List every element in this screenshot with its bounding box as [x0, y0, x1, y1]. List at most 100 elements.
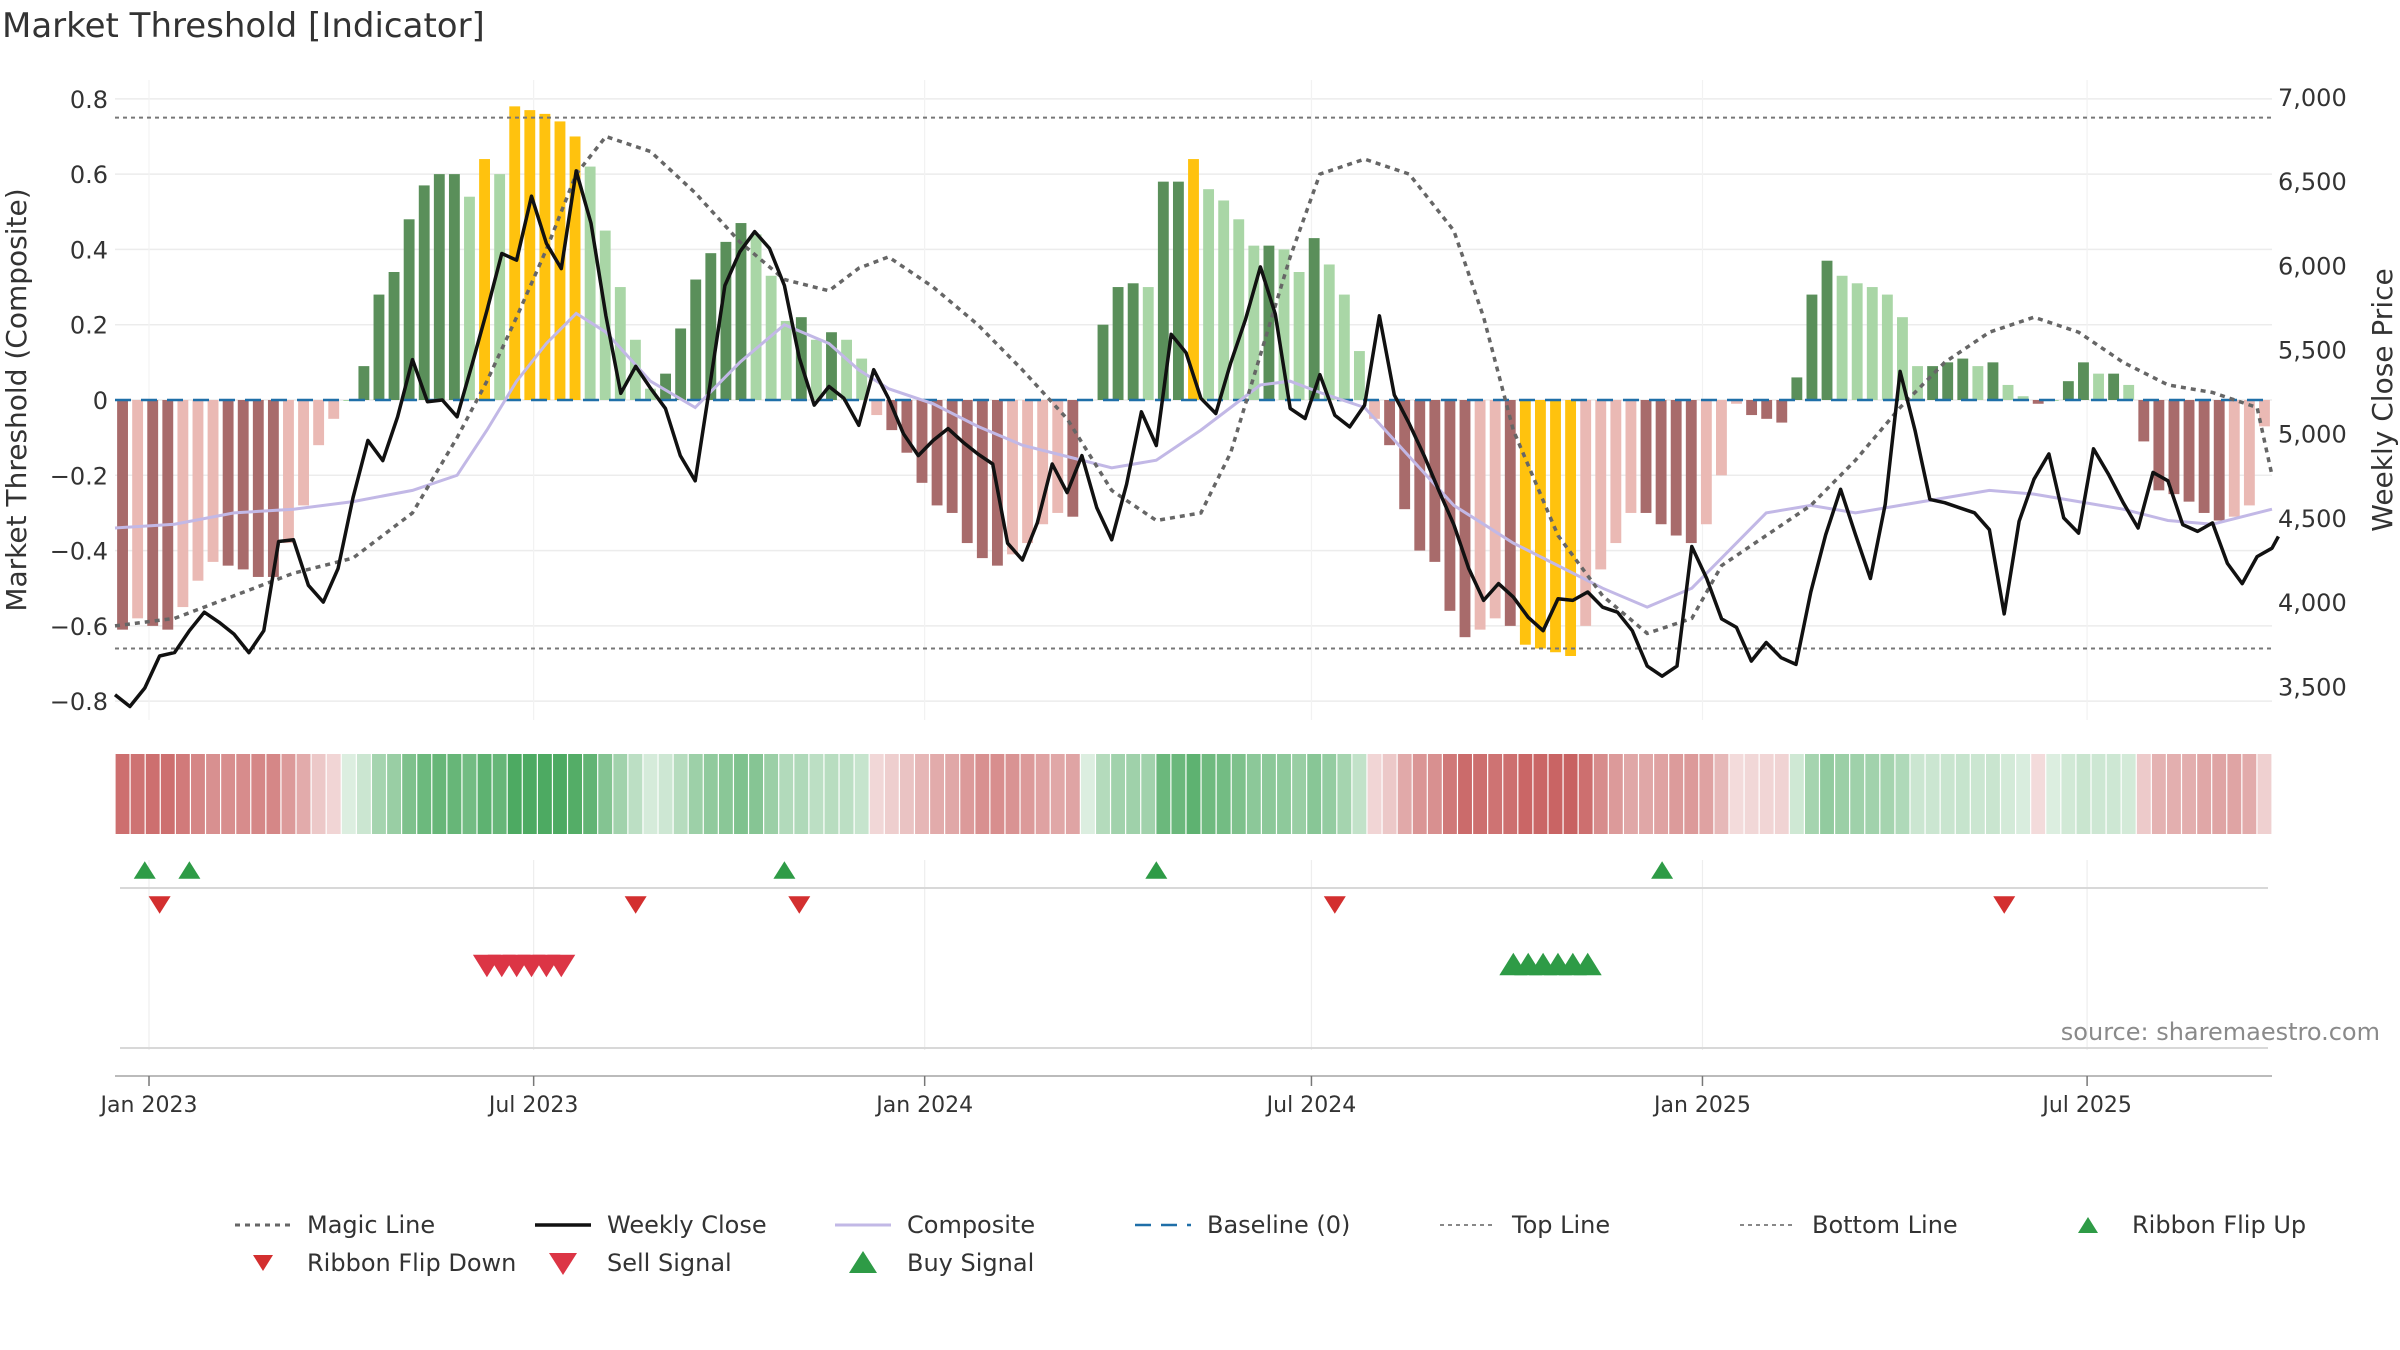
composite-bar [117, 400, 128, 630]
legend-label: Bottom Line [1812, 1211, 1958, 1239]
ribbon-cell [341, 754, 356, 834]
composite-bar [1791, 377, 1803, 400]
composite-bar [1414, 400, 1426, 551]
composite-bar [916, 400, 928, 483]
composite-bar [1248, 245, 1260, 400]
ribbon-cell [1955, 754, 1970, 834]
legend-label: Magic Line [307, 1211, 435, 1239]
legend-swatch-buy [849, 1251, 877, 1273]
composite-bar [524, 110, 536, 400]
x-tick-label: Jul 2023 [487, 1093, 579, 1118]
ribbon-cell [854, 754, 869, 834]
ribbon-cell [2197, 754, 2212, 834]
lines-layer [113, 116, 2280, 709]
ribbon-cell [1035, 754, 1050, 834]
x-tick-label: Jan 2025 [1652, 1093, 1751, 1118]
legend-item: Ribbon Flip Down [253, 1249, 516, 1277]
composite-bar [871, 400, 883, 416]
composite-bar [1595, 400, 1607, 570]
composite-bar [283, 400, 294, 544]
composite-bar [1731, 400, 1742, 404]
composite-bar [1700, 400, 1712, 525]
ribbon-cell [613, 754, 628, 834]
ribbon-flip-down-marker [1323, 896, 1346, 914]
ribbon-cell [402, 754, 417, 834]
ribbon-flip-up-marker [178, 861, 201, 879]
composite-bar [901, 400, 913, 453]
ribbon-cell [1382, 754, 1397, 834]
ribbon-cell [1080, 754, 1095, 834]
composite-bar [1881, 294, 1893, 400]
chart-title: Market Threshold [Indicator] [2, 6, 485, 46]
ribbon-cell [1835, 754, 1850, 834]
composite-bar [403, 219, 415, 400]
ribbon-cell [296, 754, 311, 834]
ribbon-cell [734, 754, 748, 834]
ribbon-cell [553, 754, 567, 834]
composite-bar [2138, 400, 2150, 442]
ribbon-cell [387, 754, 401, 834]
ribbon-cell [1774, 754, 1789, 834]
composite-bar [1353, 351, 1365, 400]
composite-bar [1233, 219, 1245, 400]
ribbon-cell [1111, 754, 1126, 834]
ribbon-cell [2121, 754, 2136, 834]
composite-bar [207, 400, 219, 562]
y-tick-label-left: 0.8 [70, 86, 108, 114]
composite-bar [2228, 400, 2240, 517]
ribbon-cell [794, 754, 809, 834]
ribbon-cell [718, 754, 733, 834]
composite-bar [1851, 283, 1863, 400]
composite-bar [494, 174, 506, 400]
ribbon-cell [537, 754, 552, 834]
ribbon-cell [960, 754, 975, 834]
composite-bar [705, 253, 717, 400]
composite-bar [267, 400, 279, 577]
ribbon-cell [915, 754, 929, 834]
ribbon-cell [1352, 754, 1367, 834]
ribbon-cell [1337, 754, 1352, 834]
composite-bar [1625, 400, 1637, 513]
ribbon-cell [975, 754, 990, 834]
composite-bar [1716, 400, 1727, 476]
composite-bar [2002, 384, 2014, 400]
composite-bar [614, 287, 626, 400]
composite-bar [358, 366, 370, 400]
ribbon-cell [2167, 754, 2181, 834]
ribbon-cell [1126, 754, 1141, 834]
ribbon-cell [417, 754, 432, 834]
x-tick-label: Jan 2023 [99, 1093, 198, 1118]
legend-item: Top Line [1440, 1211, 1610, 1239]
axes-layer: 0.8 0.6 0.4 0.2 0 −0.2 −0.4 −0.6 −0.8 7,000 6,500 6… [50, 84, 2347, 716]
composite-bar [2093, 373, 2104, 400]
ribbon-cell [2046, 754, 2061, 834]
composite-bar [2153, 400, 2165, 491]
y-tick-label-right: 5,500 [2278, 336, 2347, 364]
ribbon-cell [1412, 754, 1427, 834]
composite-bar [1534, 400, 1546, 649]
ribbon-cell [1880, 754, 1895, 834]
composite-bar [2062, 381, 2074, 400]
composite-bar [343, 400, 355, 401]
ribbon-cell [1065, 754, 1080, 834]
bars-layer [117, 106, 2270, 656]
y-tick-label-left: 0 [93, 387, 108, 415]
legend-label: Weekly Close [607, 1211, 767, 1239]
y-tick-label-right: 4,500 [2278, 505, 2347, 533]
composite-bar [418, 185, 430, 400]
composite-bar [1655, 400, 1667, 525]
composite-bar [1776, 400, 1788, 423]
composite-bar [675, 328, 687, 400]
ribbon-flip-up-marker [133, 861, 156, 879]
buy-signal-marker [1573, 952, 1602, 976]
ribbon-cell [2106, 754, 2121, 834]
ribbon-cell [1458, 754, 1472, 834]
ribbon-flip-up-marker [1651, 861, 1674, 879]
ribbon-cell [1940, 754, 1955, 834]
composite-bar [1142, 287, 1154, 400]
composite-bar [1640, 400, 1652, 513]
composite-bar [2123, 384, 2135, 400]
ribbon-cell [1865, 754, 1880, 834]
ribbon-cell [1277, 754, 1291, 834]
ribbon-cell [2182, 754, 2196, 834]
